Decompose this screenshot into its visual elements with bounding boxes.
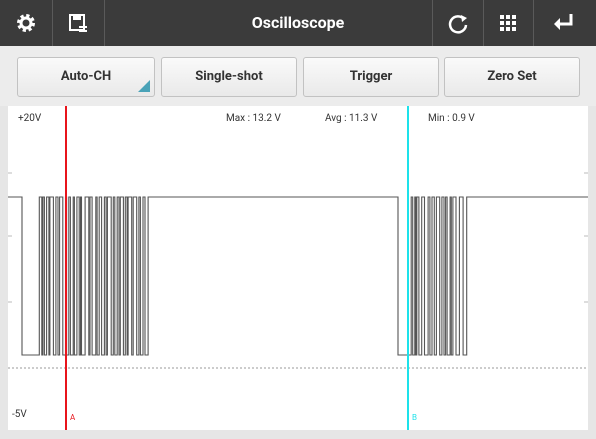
single-shot-button[interactable]: Single-shot: [161, 57, 297, 97]
back-icon: [554, 14, 573, 30]
scale-ticks: [8, 172, 588, 303]
scope-display: +20V Max : 13.2 V Avg : 11.3 V Min : 0.9…: [8, 106, 588, 430]
cursor-label: B: [412, 413, 417, 422]
save-icon: [69, 14, 87, 32]
button-label: Auto-CH: [60, 69, 112, 84]
max-reading: Max : 13.2 V: [226, 113, 281, 124]
refresh-button[interactable]: [432, 0, 484, 46]
grid-icon: [500, 15, 516, 31]
button-label: Single-shot: [195, 69, 263, 84]
gear-icon: [17, 14, 35, 32]
avg-reading: Avg : 11.3 V: [325, 113, 378, 124]
button-label: Zero Set: [487, 69, 537, 84]
refresh-icon: [448, 15, 468, 34]
waveform: [8, 196, 588, 356]
back-button[interactable]: [534, 0, 596, 46]
auto-ch-button[interactable]: Auto-CH: [17, 57, 155, 97]
save-button[interactable]: [52, 0, 105, 46]
button-row: Auto-CH Single-shot Trigger Zero Set: [0, 46, 596, 106]
min-reading: Min : 0.9 V: [428, 113, 475, 124]
zero-set-button[interactable]: Zero Set: [444, 57, 580, 97]
grid-button[interactable]: [483, 0, 534, 46]
top-scale-label: +20V: [18, 113, 42, 124]
cursor-label: A: [70, 413, 76, 422]
dropdown-corner: [138, 80, 150, 92]
bottom-scale-label: -5V: [12, 409, 27, 420]
toolbar: Oscilloscope: [0, 0, 596, 46]
trigger-button[interactable]: Trigger: [303, 57, 439, 97]
settings-button[interactable]: [0, 0, 53, 46]
button-label: Trigger: [349, 69, 393, 84]
title: Oscilloscope: [251, 13, 345, 32]
